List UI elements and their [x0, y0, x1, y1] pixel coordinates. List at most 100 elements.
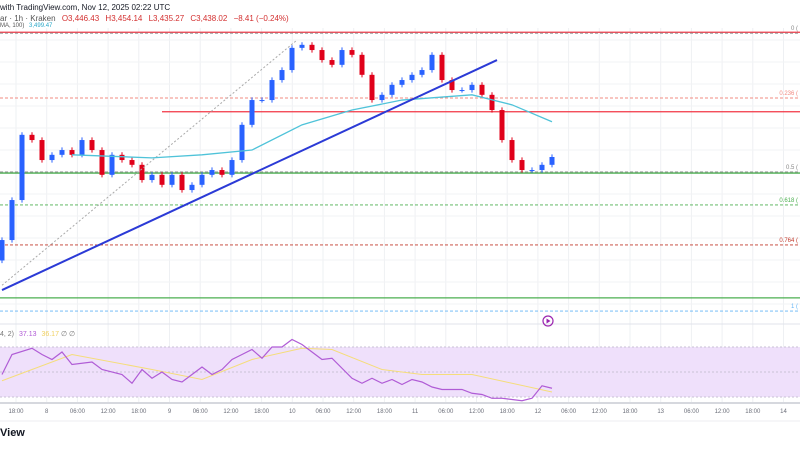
tradingview-logo-text: View — [0, 427, 25, 439]
rsi-value: 37.13 — [18, 331, 37, 338]
time-label: 11 — [412, 409, 419, 415]
time-label: 10 — [289, 409, 296, 415]
time-label: 13 — [657, 409, 664, 415]
candle-body — [359, 54, 365, 75]
candle-body — [339, 50, 345, 65]
rsi-panel — [0, 338, 800, 402]
candle-body — [189, 184, 195, 191]
fib-level-label: 0 ( — [791, 26, 798, 32]
close-value: C3,438.02 — [190, 14, 228, 23]
candle-body — [269, 80, 275, 101]
candle-body — [209, 170, 215, 175]
candle-body — [429, 54, 435, 71]
time-label: 06:00 — [315, 409, 331, 415]
candle-body — [119, 154, 125, 161]
rsi-ma-value: 36.17 — [41, 331, 59, 338]
time-label: 18:00 — [377, 409, 393, 415]
time-label: 18:00 — [622, 409, 638, 415]
rsi-params: 4, 2) — [0, 331, 15, 338]
fib-level-label: 0.5 ( — [786, 165, 798, 171]
time-axis: 18:00 8 06:00 12:00 18:00 9 06:00 12:00 18:00 10 0… — [0, 402, 800, 422]
candle-body — [519, 160, 525, 171]
open-value: O3,446.43 — [61, 14, 100, 23]
time-label: 12:00 — [223, 409, 239, 415]
candle-body — [279, 70, 285, 81]
candle-body — [39, 140, 45, 161]
time-label: 14 — [780, 409, 787, 415]
ma-value: 3,499.47 — [29, 23, 53, 29]
candle-body — [299, 44, 305, 48]
candle-body — [0, 240, 5, 261]
candle-body — [199, 174, 205, 185]
symbol-ohlc-legend: ar · 1h · Kraken O3,446.43 H3,454.14 L3,… — [0, 14, 289, 23]
fib-level-label: 0.764 ( — [779, 238, 798, 244]
candle-body — [249, 100, 255, 125]
candle-body — [509, 140, 515, 161]
candle-body — [149, 174, 155, 181]
candle-body — [499, 110, 505, 141]
time-label: 18:00 — [500, 409, 516, 415]
rsi-legend[interactable]: 4, 2) 37.13 36.17 ∅ ∅ — [0, 330, 75, 338]
candle-body — [309, 44, 315, 51]
horizontal-lines: 0 (0.236 (0.5 (0.618 (0.764 (1 ( — [0, 26, 800, 312]
rsi-ma-line — [1, 347, 553, 393]
candle-body — [229, 160, 235, 175]
candle-body — [349, 50, 355, 55]
time-label: 12 — [535, 409, 542, 415]
candle-body — [59, 150, 65, 155]
candle-body — [389, 84, 395, 95]
candle-body — [379, 94, 385, 101]
candle-body — [489, 94, 495, 111]
candle-body — [319, 50, 325, 61]
candle-body — [69, 150, 75, 155]
time-label: 18:00 — [745, 409, 761, 415]
replay-icon[interactable] — [542, 315, 554, 327]
candle-body — [109, 154, 115, 175]
candle-body — [409, 74, 415, 81]
candle-body — [529, 170, 535, 172]
high-value: H3,454.14 — [105, 14, 143, 23]
fib-level-label: 0.618 ( — [779, 198, 798, 204]
candle-body — [449, 80, 455, 91]
symbol-label[interactable]: ar · 1h · Kraken — [0, 14, 56, 23]
candle-body — [479, 84, 485, 95]
time-label: 06:00 — [684, 409, 700, 415]
chart-source-header: with TradingView.com, Nov 12, 2025 02:22… — [0, 3, 171, 12]
rsi-extra: ∅ ∅ — [60, 331, 76, 338]
time-label: 18:00 — [8, 409, 24, 415]
fib-level-label: 0.236 ( — [779, 91, 798, 97]
candle-body — [9, 200, 15, 241]
candle-body — [139, 164, 145, 181]
time-label: 06:00 — [193, 409, 209, 415]
candle-body — [539, 164, 545, 171]
time-label: 06:00 — [561, 409, 577, 415]
ma-label: MA, 100) — [0, 23, 25, 29]
candle-body — [99, 150, 105, 175]
candle-body — [439, 54, 445, 81]
time-label: 12:00 — [592, 409, 608, 415]
candle-body — [259, 100, 265, 102]
candle-body — [369, 74, 375, 101]
trend-line — [1, 59, 498, 291]
time-label: 9 — [168, 409, 172, 415]
candle-body — [169, 174, 175, 185]
rsi-line — [1, 338, 553, 402]
grid — [0, 28, 800, 402]
time-label: 06:00 — [438, 409, 454, 415]
time-label: 12:00 — [469, 409, 485, 415]
time-label: 8 — [45, 409, 49, 415]
change-value: −8.41 (−0.24%) — [233, 14, 289, 23]
time-label: 18:00 — [254, 409, 270, 415]
candle-body — [459, 90, 465, 92]
candle-body — [329, 60, 335, 65]
candle-body — [419, 70, 425, 75]
low-value: L3,435.27 — [148, 14, 185, 23]
candles — [0, 42, 555, 264]
candle-body — [469, 84, 475, 91]
ma-legend[interactable]: MA, 100) 3,499.47 — [0, 23, 52, 29]
candle-body — [49, 154, 55, 161]
moving-average-line — [71, 94, 553, 159]
candle-body — [129, 160, 135, 165]
candle-body — [219, 170, 225, 175]
